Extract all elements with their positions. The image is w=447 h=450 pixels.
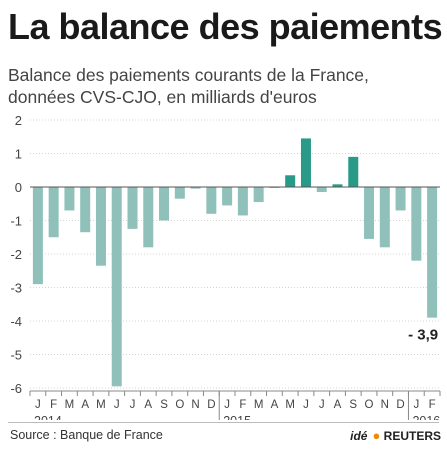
bar [111, 187, 122, 387]
footer-divider [8, 422, 439, 423]
bar [364, 187, 375, 239]
x-tick-label: M [96, 399, 106, 411]
x-tick-label: S [160, 399, 168, 411]
bar [95, 187, 106, 266]
bar [32, 187, 43, 285]
data-label: - 3,9 [408, 327, 438, 344]
x-tick-label: J [224, 399, 230, 411]
chart-title: La balance des paiements [8, 6, 443, 47]
bar [64, 187, 75, 211]
bar [300, 138, 311, 187]
x-tick-label: N [381, 399, 389, 411]
y-tick-label: -4 [10, 314, 22, 329]
bar [411, 187, 422, 261]
year-label: 2014 [34, 414, 62, 420]
y-tick-label: 1 [15, 147, 22, 162]
year-label: 2015 [223, 414, 251, 420]
bar [143, 187, 154, 248]
x-tick-label: F [429, 399, 436, 411]
bar [316, 187, 327, 193]
x-tick-label: M [65, 399, 75, 411]
bar [285, 175, 296, 187]
bar [395, 187, 406, 211]
x-tick-label: F [50, 399, 57, 411]
y-tick-label: -1 [10, 214, 22, 229]
bar [222, 187, 233, 206]
y-tick-label: -6 [10, 381, 22, 396]
reuters-logo-text: REUTERS [383, 429, 441, 443]
x-tick-label: D [396, 399, 404, 411]
y-tick-label: -3 [10, 281, 22, 296]
x-tick-label: O [365, 399, 374, 411]
bar-chart: 210-1-2-3-4-5-6J F M A M J J A S O N D J F M A M J J A S O N D J… [10, 113, 441, 420]
bar [127, 187, 138, 229]
x-tick-label: N [191, 399, 199, 411]
bar [348, 156, 359, 187]
x-tick-label: A [334, 399, 342, 411]
bar [253, 187, 264, 203]
bar [206, 187, 217, 214]
x-tick-label: J [114, 399, 120, 411]
x-tick-label: J [303, 399, 309, 411]
credit: idé ● REUTERS [350, 428, 441, 443]
reuters-logo-icon: ● [372, 428, 381, 443]
bar [48, 187, 59, 238]
x-tick-label: J [413, 399, 419, 411]
x-tick-label: A [144, 399, 152, 411]
y-tick-label: -2 [10, 247, 22, 262]
bar [332, 184, 343, 187]
y-tick-label: 0 [15, 180, 22, 195]
x-tick-label: S [349, 399, 357, 411]
x-tick-label: M [285, 399, 295, 411]
x-tick-label: D [207, 399, 215, 411]
bar [427, 187, 438, 318]
x-tick-label: F [239, 399, 246, 411]
ide-logo: idé [350, 429, 368, 443]
source-note: Source : Banque de France [10, 428, 163, 442]
bar [190, 187, 201, 189]
x-tick-label: J [35, 399, 41, 411]
x-tick-label: J [130, 399, 136, 411]
bar [159, 187, 170, 221]
bar [80, 187, 91, 233]
y-tick-label: -5 [10, 348, 22, 363]
bar [379, 187, 390, 248]
chart-subtitle: Balance des paiements courants de la Fra… [8, 65, 369, 107]
y-tick-label: 2 [15, 113, 22, 128]
x-tick-label: A [81, 399, 89, 411]
x-tick-label: J [319, 399, 325, 411]
year-label: 2016 [412, 414, 440, 420]
x-tick-label: A [271, 399, 279, 411]
x-tick-label: M [254, 399, 264, 411]
bar [174, 187, 185, 199]
bar [237, 187, 248, 216]
x-tick-label: O [175, 399, 184, 411]
